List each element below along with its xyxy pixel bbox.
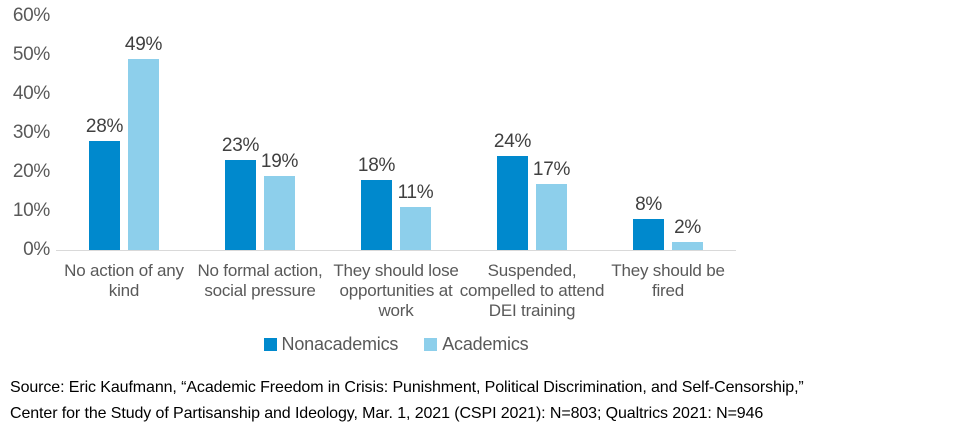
y-tick-label: 60% [12, 5, 50, 26]
bar-academics [672, 242, 703, 250]
data-label-nonacademics: 23% [221, 135, 260, 156]
plot-area: 28% 49% No action of any kind 23% 19% No form… [56, 16, 736, 320]
legend-label: Nonacademics [281, 334, 399, 354]
source-line-2: Center for the Study of Partisanship and… [10, 405, 764, 422]
y-tick-label: 30% [12, 122, 50, 143]
bar-nonacademics [225, 160, 256, 250]
x-category-label: No formal action, social pressure [197, 261, 323, 300]
bar-nonacademics [633, 219, 664, 250]
data-label-nonacademics: 24% [493, 131, 532, 152]
data-label-academics: 19% [260, 151, 299, 172]
y-tick-label: 0% [23, 239, 50, 260]
data-label-nonacademics: 18% [357, 155, 396, 176]
category-group-suspended-compelled-to-attend-: 24% 17% Suspended, compelled to attend DEI… [460, 16, 605, 320]
y-tick-label: 40% [12, 83, 50, 104]
source-line-1: Source: Eric Kaufmann, “Academic Freedom… [10, 379, 804, 396]
y-tick-label: 10% [12, 200, 50, 221]
bar-nonacademics [497, 156, 528, 250]
category-group-no-action-of-any-kind: 28% 49% No action of any kind [56, 16, 192, 300]
data-label-academics: 11% [397, 182, 434, 203]
grouped-bar-chart: 0% 10% 20% 30% 40% 50% 60% 28% 49% No action of … [12, 5, 736, 355]
x-category-label: Suspended, compelled to attend DEI train… [459, 261, 605, 320]
y-tick-label: 50% [12, 44, 50, 65]
bar-nonacademics [361, 180, 392, 250]
legend-swatch-icon [424, 338, 438, 351]
legend-label: Academics [442, 334, 529, 354]
legend: Nonacademics Academics [56, 334, 736, 355]
source-citation: Source: Eric Kaufmann, “Academic Freedom… [10, 375, 970, 427]
legend-item-nonacademics: Nonacademics [263, 334, 399, 355]
category-group-no-formal-action-social-pressu: 23% 19% No formal action, social pressure [192, 16, 328, 300]
x-category-label: No action of any kind [64, 261, 184, 300]
y-tick-label: 20% [12, 161, 50, 182]
category-group-they-should-lose-opportunities: 18% 11% They should lose opportunities at … [328, 16, 464, 320]
data-label-academics: 17% [532, 159, 571, 180]
x-category-label: They should lose opportunities at work [333, 261, 459, 320]
legend-item-academics: Academics [424, 334, 529, 355]
x-category-label: They should be fired [611, 261, 725, 300]
bar-academics [264, 176, 295, 250]
data-label-academics: 49% [124, 34, 163, 55]
category-group-they-should-be-fired: 8% 2% They should be fired [600, 16, 736, 300]
data-label-nonacademics: 28% [85, 116, 124, 137]
bar-nonacademics [89, 141, 120, 250]
data-label-nonacademics: 8% [635, 194, 662, 215]
bar-academics [536, 184, 567, 250]
bar-academics [400, 207, 431, 250]
legend-swatch-icon [263, 338, 277, 351]
data-label-academics: 2% [674, 217, 701, 238]
bar-academics [128, 59, 159, 250]
